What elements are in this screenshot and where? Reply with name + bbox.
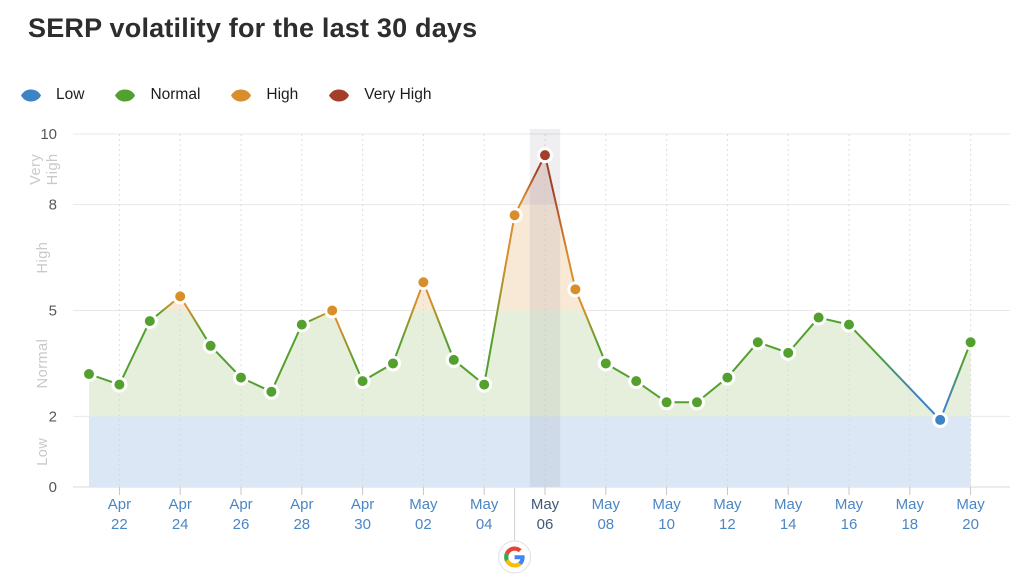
x-axis-label: Apr 30	[351, 496, 374, 533]
line-segment	[422, 281, 455, 361]
low-zone-band	[89, 416, 971, 487]
data-point[interactable]	[962, 334, 979, 351]
data-point[interactable]	[202, 337, 219, 354]
line-segment	[331, 309, 364, 383]
google-g-yellow	[505, 559, 522, 568]
x-axis-label: May 10	[652, 496, 681, 533]
line-segment	[848, 323, 942, 421]
high-marker-icon	[231, 89, 252, 101]
data-point[interactable]	[111, 376, 128, 393]
selected-date-band	[529, 129, 561, 487]
vertical-gridlines	[118, 134, 972, 487]
line-segment	[179, 295, 212, 347]
x-axis-label: May 06	[531, 496, 560, 533]
line-segment	[118, 320, 151, 386]
legend-item-label: Normal	[150, 86, 201, 103]
line-segment	[513, 154, 546, 217]
y-axis-tick-label: 8	[49, 197, 57, 214]
data-point[interactable]	[658, 394, 675, 411]
x-axis-label: May 12	[713, 496, 742, 533]
data-point[interactable]	[689, 394, 705, 411]
line-segment	[574, 288, 607, 365]
data-point[interactable]	[445, 351, 462, 368]
x-axis-label: May 16	[835, 496, 864, 533]
google-g-red	[505, 546, 522, 555]
area-fill-normal	[89, 310, 971, 417]
y-axis-labels: 0 2 5 8 10	[40, 126, 57, 496]
x-axis-label: Apr 24	[169, 496, 192, 533]
legend-item-label: Low	[56, 86, 85, 103]
data-point[interactable]	[293, 316, 310, 333]
x-axis-labels: Apr 22 Apr 24 Apr 26 Apr 28 Apr 30 May 02 May 04 May 06…	[108, 496, 986, 533]
data-point[interactable]	[385, 355, 401, 372]
y-zone-label: Normal	[35, 339, 51, 389]
legend-item-normal[interactable]: Normal	[115, 86, 200, 104]
data-point[interactable]	[263, 383, 280, 400]
area-fill-high	[162, 204, 585, 311]
x-axis-label: May 20	[956, 496, 985, 533]
x-axis-label: May 08	[592, 496, 621, 533]
data-points	[81, 147, 979, 428]
data-point[interactable]	[506, 207, 523, 224]
x-axis-label: Apr 28	[290, 496, 313, 533]
y-axis-tick-label: 5	[49, 303, 57, 320]
y-axis-tick-label: 2	[49, 408, 57, 425]
data-point[interactable]	[141, 313, 158, 330]
y-zone-label: Low	[35, 438, 51, 466]
line-segment	[483, 214, 516, 386]
x-axis-label: May 02	[409, 496, 438, 533]
line-segment	[270, 323, 303, 393]
x-axis-label: May 04	[470, 496, 499, 533]
y-axis-tick-label: 0	[49, 479, 57, 496]
y-zone-label: High	[45, 153, 61, 185]
line-segment	[544, 154, 577, 291]
line-segment	[939, 341, 972, 421]
data-point[interactable]	[567, 281, 584, 298]
data-point[interactable]	[841, 316, 857, 333]
data-point[interactable]	[324, 302, 341, 319]
line-segment	[392, 281, 425, 365]
low-marker-icon	[21, 89, 41, 101]
x-axis-label: May 18	[896, 496, 925, 533]
legend-item-label: Very High	[364, 86, 432, 103]
data-point[interactable]	[354, 373, 371, 390]
google-update-icon[interactable]	[498, 540, 532, 574]
y-zone-label: High	[35, 242, 51, 274]
data-point[interactable]	[81, 366, 97, 383]
y-axis-tick-label: 10	[40, 126, 57, 143]
data-point[interactable]	[932, 411, 949, 428]
legend-item-label: High	[266, 86, 299, 103]
legend-item-very-high[interactable]: Very High	[329, 86, 431, 104]
x-axis-label: Apr 22	[108, 496, 131, 533]
data-point[interactable]	[172, 288, 189, 305]
data-point[interactable]	[749, 334, 766, 351]
data-point[interactable]	[476, 376, 493, 393]
very-high-marker-icon	[329, 89, 350, 101]
x-axis-label: May 14	[774, 496, 803, 533]
google-g-blue	[514, 555, 525, 565]
page-title: SERP volatility for the last 30 days	[28, 13, 478, 43]
google-g-green	[504, 552, 509, 562]
legend: Low Normal High Very High	[21, 86, 431, 104]
legend-item-high[interactable]: High	[231, 86, 298, 104]
data-point[interactable]	[628, 373, 645, 390]
data-point[interactable]	[780, 344, 797, 361]
data-point[interactable]	[415, 274, 432, 291]
data-point[interactable]	[597, 355, 614, 372]
data-point[interactable]	[810, 309, 827, 326]
x-axis-ticks	[118, 487, 972, 495]
y-zone-label: Very	[28, 154, 44, 185]
data-point[interactable]	[233, 369, 249, 386]
data-point[interactable]	[537, 147, 553, 164]
normal-marker-icon	[115, 89, 136, 101]
x-axis-label: Apr 26	[229, 496, 252, 533]
legend-item-low[interactable]: Low	[21, 86, 84, 104]
data-point[interactable]	[719, 369, 736, 386]
